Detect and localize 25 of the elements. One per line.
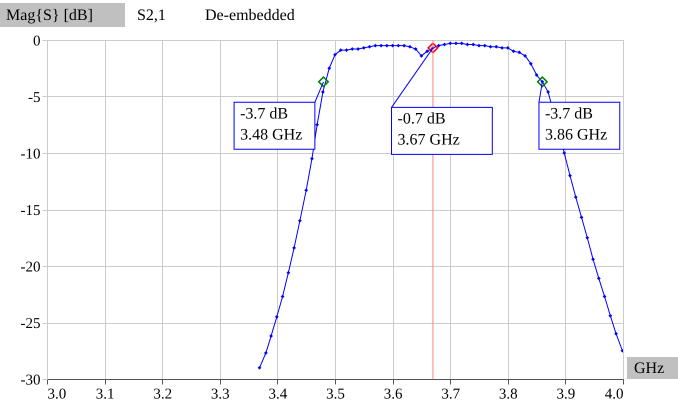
x-axis-title: GHz <box>634 360 664 377</box>
chart-subtitle: De-embedded <box>205 7 295 24</box>
y-tick-label: -15 <box>20 203 40 219</box>
annotation: -0.7 dB 3.67 GHz <box>398 110 460 148</box>
y-tick-label: -10 <box>20 146 40 162</box>
x-tick-label: 3.8 <box>498 386 518 402</box>
x-tick-label: 3.3 <box>210 386 230 402</box>
y-tick-label: -5 <box>28 90 40 106</box>
annotation: -3.7 dB 3.48 GHz <box>240 105 302 144</box>
x-tick-label: 3.2 <box>153 386 172 402</box>
x-tick-label: 4.0 <box>604 386 624 402</box>
y-tick-label: 0 <box>33 34 40 50</box>
y-tick-label: -20 <box>20 260 40 276</box>
x-tick-label: 3.7 <box>441 386 461 402</box>
y-axis-title: Mag{S} [dB] <box>6 7 93 24</box>
x-tick-label: 3.4 <box>268 386 288 402</box>
y-tick-label: -30 <box>20 372 40 388</box>
x-tick-label: 3.6 <box>384 386 403 402</box>
y-tick-label: -25 <box>20 316 40 332</box>
annotation: -3.7 dB 3.86 GHz <box>544 105 608 144</box>
x-tick-label: 3.9 <box>556 386 576 402</box>
x-tick-label: 3.5 <box>326 386 345 402</box>
x-tick-label: 3.1 <box>96 386 114 402</box>
chart-title: S2,1 <box>137 7 166 24</box>
x-tick-label: 3.0 <box>48 386 66 402</box>
